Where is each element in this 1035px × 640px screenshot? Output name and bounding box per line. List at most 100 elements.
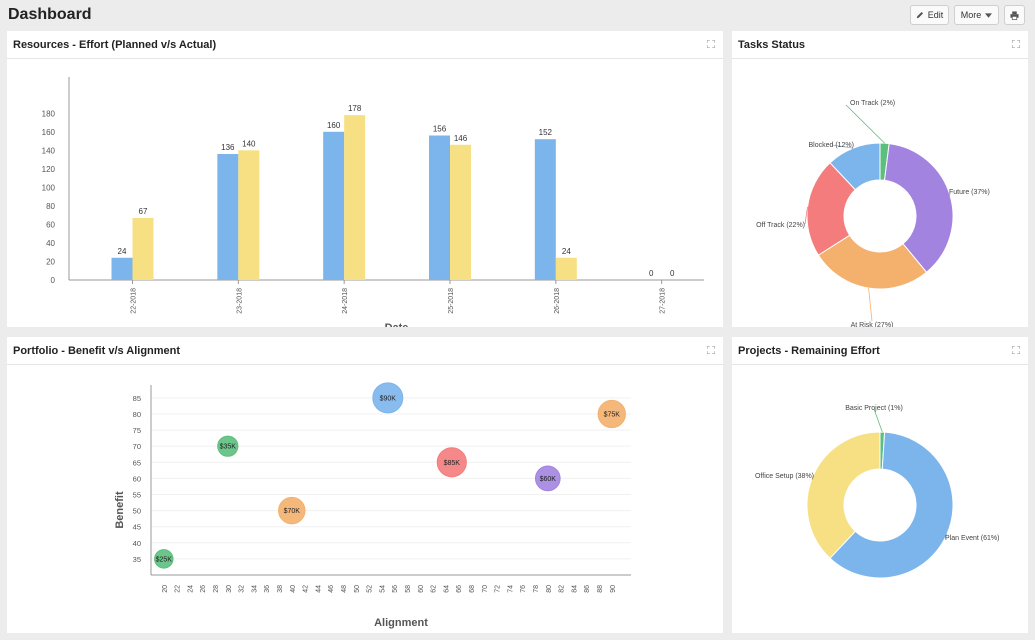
bubble — [436, 447, 467, 478]
panel-title: Portfolio - Benefit v/s Alignment — [13, 345, 181, 357]
bar-data-label: 156 — [433, 124, 447, 133]
donut-slice — [829, 142, 881, 191]
x-tick-label: 62 — [431, 585, 438, 593]
x-tick-label: 90 — [610, 585, 617, 593]
bubble — [372, 382, 404, 414]
y-tick-label: 60 — [46, 220, 55, 229]
x-tick-label: 80 — [546, 585, 553, 593]
bar — [429, 135, 450, 280]
panel-header: Tasks Status — [732, 31, 1028, 59]
bubble — [597, 399, 626, 429]
x-tick-label: 22 — [175, 585, 182, 593]
x-tick-label: 24 — [187, 585, 194, 593]
x-tick-label: 30 — [226, 585, 233, 593]
y-tick-label: 80 — [46, 202, 55, 211]
x-tick-label: 25-2018 — [448, 288, 455, 314]
y-tick-label: 75 — [133, 426, 141, 435]
y-tick-label: 60 — [133, 474, 141, 483]
y-tick-label: 65 — [133, 458, 141, 467]
donut-slice — [829, 431, 954, 579]
expand-icon[interactable] — [707, 40, 715, 48]
slice-connector — [845, 104, 885, 144]
expand-icon[interactable] — [707, 346, 715, 354]
x-tick-label: 88 — [597, 585, 604, 593]
edit-button-label: Edit — [927, 10, 944, 20]
y-tick-label: 100 — [42, 183, 56, 192]
slice-label: Blocked (12%) — [808, 142, 854, 149]
x-tick-label: 28 — [213, 585, 220, 593]
x-tick-label: 40 — [290, 585, 297, 593]
bar-data-label: 24 — [118, 247, 127, 256]
bar — [534, 139, 556, 280]
donut-slice — [806, 431, 881, 559]
slice-connector — [944, 533, 948, 539]
slice-connector — [831, 144, 854, 149]
portfolio-bubble-chart: 35 40 45 50 55 60 65 70 75 80 85 20 22 24 26 28 30 32 34 36… — [114, 382, 631, 629]
y-tick-label: 120 — [42, 165, 56, 174]
x-tick-label: 50 — [354, 585, 361, 593]
more-button[interactable]: More — [954, 5, 999, 25]
x-tick-label: 23-2018 — [236, 288, 243, 314]
panel-header: Portfolio - Benefit v/s Alignment — [7, 337, 723, 365]
slice-label: Future (37%) — [949, 189, 990, 196]
y-tick-label: 0 — [51, 276, 56, 285]
y-tick-label: 50 — [133, 507, 141, 516]
bubble-label: $90K — [380, 395, 397, 402]
x-tick-label: 68 — [469, 585, 476, 593]
x-tick-label: 32 — [239, 585, 246, 593]
bar-data-label: 24 — [562, 247, 571, 256]
x-tick-label: 22-2018 — [131, 288, 138, 314]
tasks-status-panel: Tasks Status On Track (2%) Future (37%) At… — [732, 31, 1028, 327]
slice-label: Basic Project (1%) — [845, 405, 903, 412]
slice-connector — [946, 191, 951, 196]
bar-data-label: 67 — [139, 207, 148, 216]
x-axis-title: Alignment — [374, 617, 428, 629]
x-tick-label: 36 — [264, 585, 271, 593]
slice-label: Office Setup (38%) — [755, 473, 814, 480]
bubble — [534, 465, 561, 492]
bubble-label: $85K — [444, 460, 461, 467]
y-tick-label: 180 — [42, 109, 56, 118]
slice-connector — [811, 474, 815, 479]
caret-down-icon — [985, 12, 993, 18]
bubble-label: $75K — [604, 411, 621, 418]
slice-connector — [804, 206, 808, 225]
projects-donut-chart: Basic Project (1%) Plan Event (61%) Office… — [755, 405, 999, 579]
edit-button[interactable]: Edit — [910, 5, 949, 25]
bar — [132, 217, 154, 280]
x-tick-label: 20 — [162, 585, 169, 593]
top-bar: Dashboard Edit More — [0, 0, 1035, 30]
portfolio-panel: Portfolio - Benefit v/s Alignment 35 40 45… — [7, 337, 723, 633]
panel-title: Resources - Effort (Planned v/s Actual) — [13, 39, 217, 51]
print-button[interactable] — [1004, 5, 1025, 25]
tasks-donut-chart: On Track (2%) Future (37%) At Risk (27%) Of… — [756, 100, 990, 327]
more-button-label: More — [960, 10, 982, 20]
projects-remaining-panel: Projects - Remaining Effort Basic Projec… — [732, 337, 1028, 633]
y-tick-label: 70 — [133, 442, 141, 451]
x-tick-label: 74 — [507, 585, 514, 593]
bar — [111, 257, 133, 280]
effort-bar-chart: 0 20 40 60 80 100 120 140 160 180 22-2018 24 67 23-20… — [42, 77, 704, 327]
x-tick-label: 38 — [277, 585, 284, 593]
x-tick-label: 27-2018 — [660, 288, 667, 314]
x-tick-label: 84 — [571, 585, 578, 593]
resources-effort-panel: Resources - Effort (Planned v/s Actual) … — [7, 31, 723, 327]
y-tick-label: 55 — [133, 490, 141, 499]
x-tick-label: 52 — [367, 585, 374, 593]
expand-icon[interactable] — [1012, 346, 1020, 354]
donut-slice — [883, 143, 954, 273]
expand-icon[interactable] — [1012, 40, 1020, 48]
y-tick-label: 140 — [42, 146, 56, 155]
bubble — [217, 435, 239, 457]
bubble — [154, 549, 174, 569]
panel-header: Projects - Remaining Effort — [732, 337, 1028, 365]
y-tick-label: 40 — [46, 239, 55, 248]
panel-title: Tasks Status — [738, 39, 806, 51]
x-tick-label: 26-2018 — [554, 288, 561, 314]
x-tick-label: 64 — [443, 585, 450, 593]
slice-connector — [873, 408, 883, 433]
x-tick-label: 66 — [456, 585, 463, 593]
slice-label: Off Track (22%) — [756, 222, 805, 229]
slice-label: On Track (2%) — [850, 100, 895, 107]
bar-data-label: 0 — [649, 269, 654, 278]
